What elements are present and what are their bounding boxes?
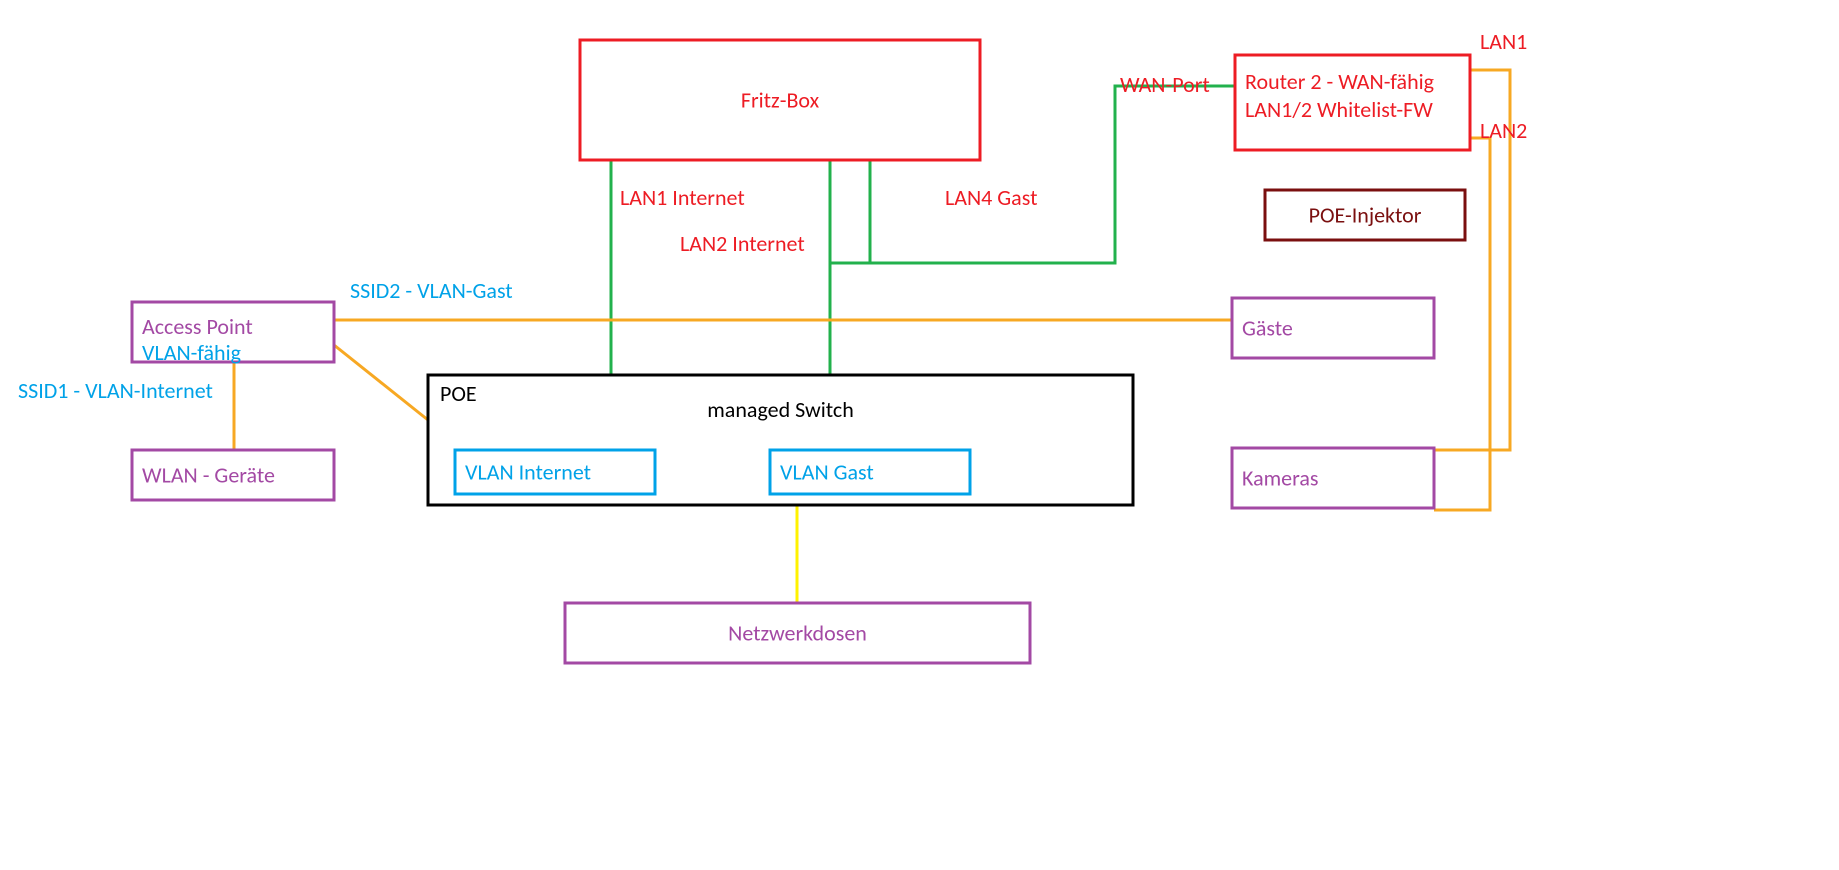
node-vlan_gast: VLAN Gast [770,450,970,494]
floating-label-7: SSID1 - VLAN-Internet [18,377,213,404]
node-label-fritzbox: Fritz-Box [741,87,820,114]
network-diagram: POE managed Switch Fritz-Box Router 2 - WAN… [0,0,1839,870]
node-label-router2-1: LAN1/2 Whitelist-FW [1245,96,1433,123]
floating-label-4: LAN1 [1480,28,1527,55]
floating-label-2: LAN4 Gast [945,184,1037,211]
nodes-layer: POE managed Switch Fritz-Box Router 2 - WAN… [132,40,1470,663]
node-label-managed_switch-c: managed Switch [707,396,854,423]
node-wlan_geraete: WLAN - Geräte [132,450,334,500]
node-label-wlan_geraete: WLAN - Geräte [142,462,275,489]
node-gaeste: Gäste [1232,298,1434,358]
floating-label-1: LAN2 Internet [680,230,805,257]
node-label-access_point-0: Access Point [142,313,253,340]
floating-label-6: SSID2 - VLAN-Gast [350,277,513,304]
node-kameras: Kameras [1232,448,1434,508]
node-label-vlan_internet: VLAN Internet [465,459,591,486]
node-poe_injector: POE-Injektor [1265,190,1465,240]
node-label-kameras: Kameras [1242,465,1318,492]
node-label-managed_switch-tl: POE [440,380,477,407]
edge-10 [334,345,428,420]
node-label-vlan_gast: VLAN Gast [780,459,874,486]
node-label-access_point-1: VLAN-fähig [142,339,241,366]
node-label-poe_injector: POE-Injektor [1309,202,1422,229]
node-vlan_internet: VLAN Internet [455,450,655,494]
node-netzwerkdosen: Netzwerkdosen [565,603,1030,663]
node-access_point: Access PointVLAN-fähig [132,302,334,366]
floating-label-5: LAN2 [1480,117,1527,144]
node-router2: Router 2 - WAN-fähigLAN1/2 Whitelist-FW [1235,55,1470,150]
node-label-netzwerkdosen: Netzwerkdosen [728,620,867,647]
floating-label-3: WAN-Port [1120,71,1210,98]
edge-3 [830,160,870,375]
floating-label-0: LAN1 Internet [620,184,745,211]
node-fritzbox: Fritz-Box [580,40,980,160]
node-label-router2-0: Router 2 - WAN-fähig [1245,68,1434,95]
node-label-gaeste: Gäste [1242,315,1293,342]
